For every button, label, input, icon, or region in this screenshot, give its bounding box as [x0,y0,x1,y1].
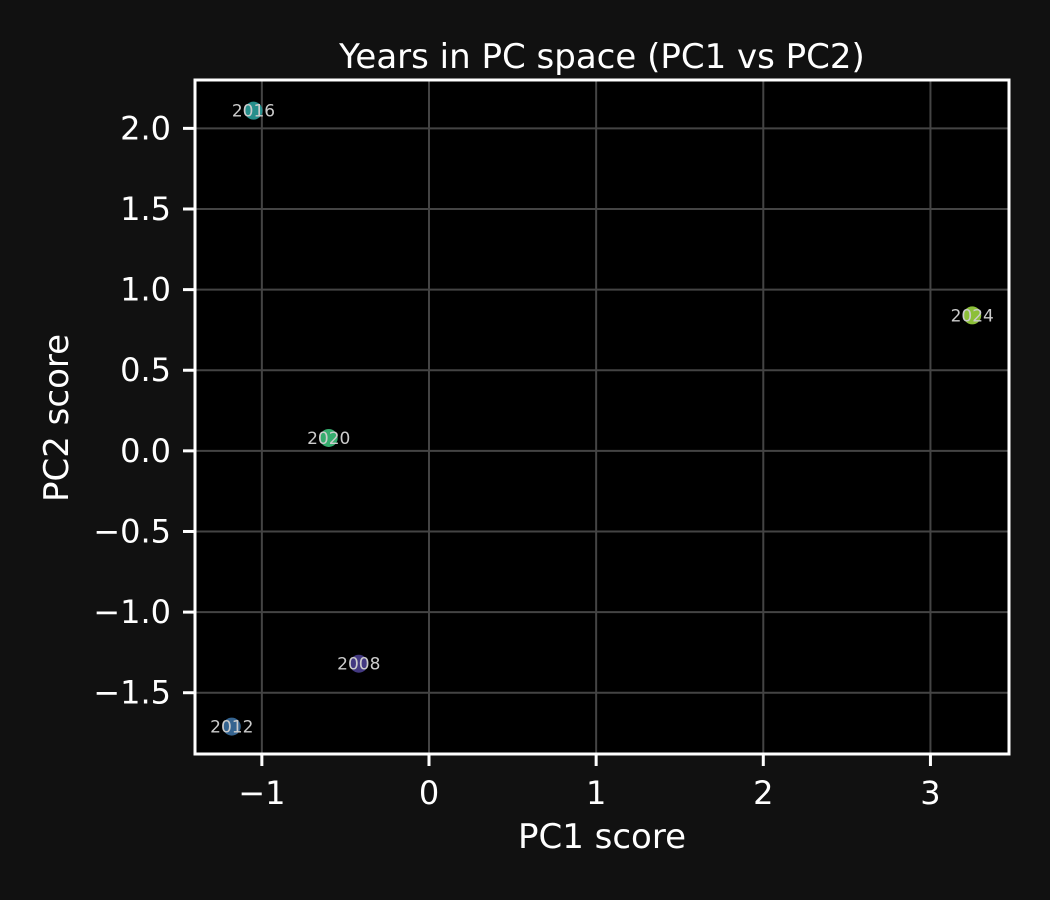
x-axis-ticks: −1 0 1 2 3 [238,754,941,812]
x-tick-label: 3 [920,774,940,812]
y-tick-label: 0.5 [120,351,171,389]
y-axis-label: PC2 score [37,334,77,502]
data-point [244,101,263,120]
data-point [349,654,368,673]
y-tick-label: 0.0 [120,432,171,470]
data-points: 2008 2012 2016 2020 2024 [210,101,994,738]
y-tick-label: −1.0 [93,593,171,631]
point-label: 2008 [337,655,380,675]
point-label: 2024 [951,306,994,326]
data-point [963,306,982,325]
y-axis-ticks: −1.5 −1.0 −0.5 0.0 0.5 1.0 1.5 2.0 [93,109,195,712]
y-tick-label: 2.0 [120,109,171,147]
data-point [222,717,241,736]
x-tick-label: 2 [753,774,773,812]
chart-title: Years in PC space (PC1 vs PC2) [338,37,865,77]
x-tick-label: 0 [419,774,439,812]
y-tick-label: −1.5 [93,674,171,712]
x-axis-label: PC1 score [518,817,686,857]
point-label: 2012 [210,718,253,738]
grid-lines [195,80,1009,754]
plot-area [195,80,1009,754]
plot-frame [193,78,1011,756]
x-tick-label: −1 [238,774,285,812]
point-label: 2016 [232,102,275,122]
data-point [319,428,338,447]
y-tick-label: 1.0 [120,271,171,309]
y-tick-label: 1.5 [120,190,171,228]
x-tick-label: 1 [586,774,606,812]
y-tick-label: −0.5 [93,512,171,550]
point-label: 2020 [307,429,350,449]
